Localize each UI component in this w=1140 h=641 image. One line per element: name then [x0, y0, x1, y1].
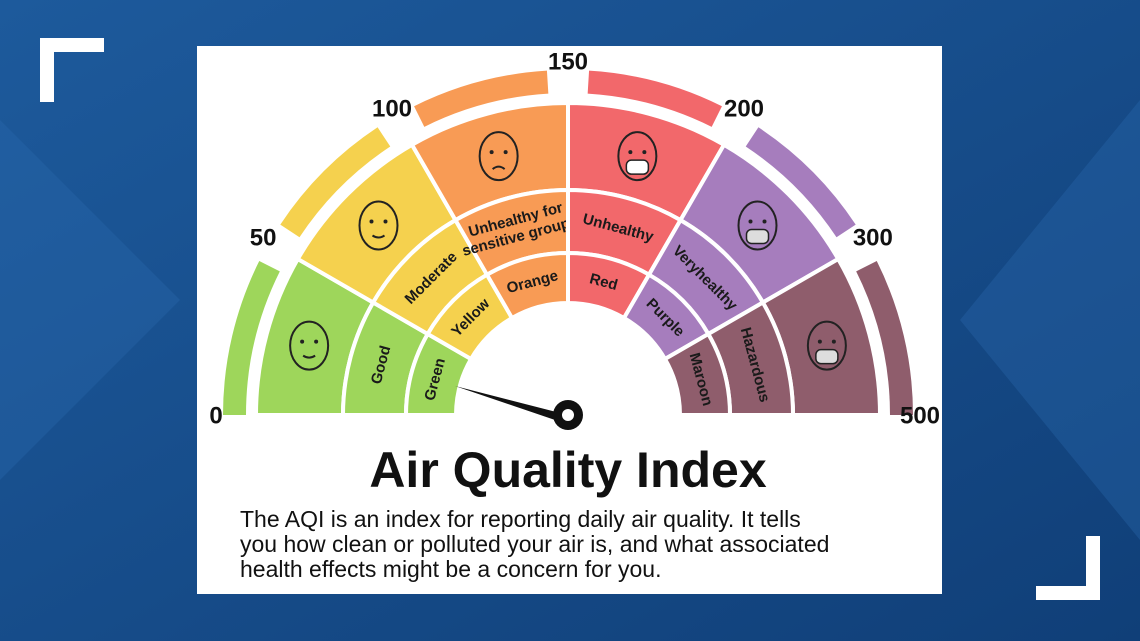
- face-eye: [369, 219, 374, 224]
- face-outline: [617, 131, 658, 182]
- outer-band: [414, 70, 549, 127]
- face-eye: [642, 150, 647, 155]
- face-eye: [314, 339, 319, 344]
- face-mask: [745, 228, 770, 245]
- face-eye: [489, 150, 494, 155]
- face-mouth: [302, 354, 316, 359]
- face-icon: [289, 320, 330, 371]
- face-mouth: [371, 234, 386, 239]
- face-icon: [617, 131, 658, 182]
- description-line: The AQI is an index for reporting daily …: [240, 506, 801, 532]
- outer-band: [280, 127, 391, 238]
- corner-bracket: [40, 38, 104, 102]
- face-mask: [815, 348, 839, 365]
- face-outline: [737, 200, 778, 251]
- scale-label: 0: [209, 402, 222, 429]
- corner-bracket: [1036, 536, 1100, 600]
- face-icon: [478, 131, 519, 182]
- scale-label: 200: [724, 96, 764, 123]
- face-eye: [628, 150, 633, 155]
- face-outline: [806, 320, 847, 371]
- description-line: health effects might be a concern for yo…: [240, 556, 662, 582]
- face-icon: [806, 320, 847, 371]
- face-eye: [748, 219, 753, 224]
- outer-band: [745, 127, 856, 238]
- face-eye: [762, 219, 767, 224]
- face-outline: [478, 131, 519, 182]
- face-icon: [737, 200, 778, 251]
- scale-label: 150: [548, 48, 588, 75]
- face-icon: [358, 200, 399, 251]
- face-mouth: [491, 165, 506, 170]
- outer-band: [856, 261, 913, 415]
- scale-label: 50: [250, 224, 277, 251]
- title: Air Quality Index: [369, 442, 767, 498]
- scale-label: 100: [372, 96, 412, 123]
- face-eye: [831, 339, 836, 344]
- face-eye: [503, 150, 508, 155]
- description-line: you how clean or polluted your air is, a…: [240, 531, 829, 557]
- face-eye: [300, 339, 305, 344]
- bg-shape: [0, 120, 180, 480]
- outer-band: [223, 261, 280, 415]
- needle-hub-inner: [562, 409, 574, 421]
- face-mask: [625, 159, 650, 175]
- face-eye: [383, 219, 388, 224]
- scale-label: 500: [900, 402, 940, 429]
- scale-label: 300: [853, 224, 893, 251]
- bg-shape: [960, 100, 1140, 540]
- color-label: Red: [588, 270, 620, 294]
- face-eye: [817, 339, 822, 344]
- color-band: [662, 331, 733, 417]
- face-outline: [358, 200, 399, 251]
- needle: [455, 386, 568, 421]
- outer-band: [587, 70, 722, 127]
- face-outline: [289, 320, 330, 371]
